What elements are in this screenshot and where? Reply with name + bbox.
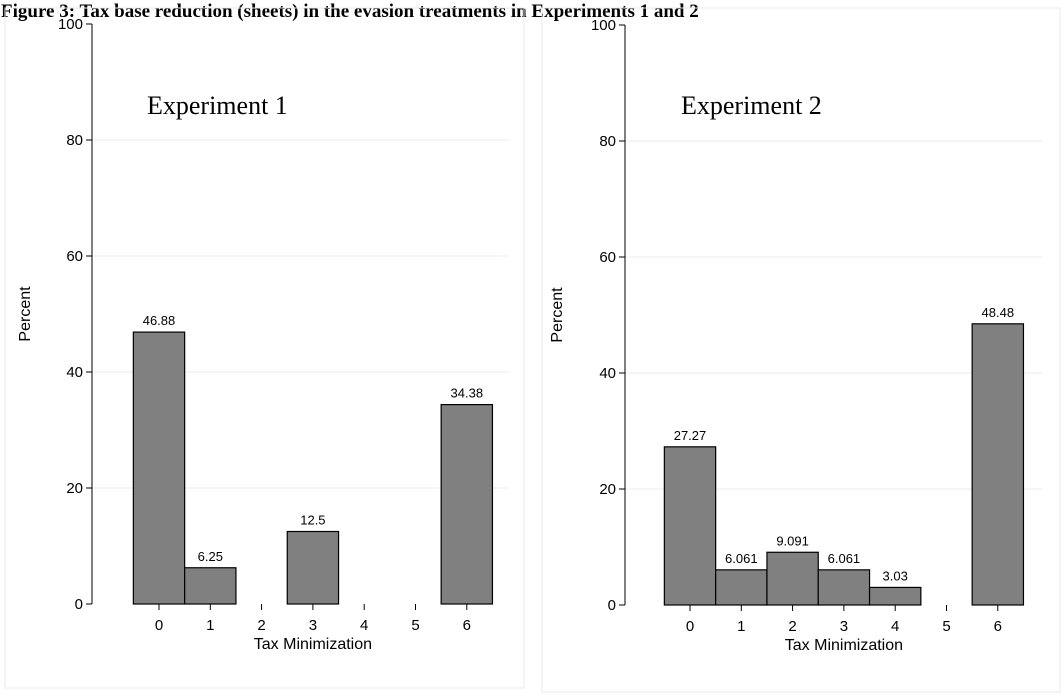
bar-x2 [766,551,819,606]
bar-label-x2: 9.091 [776,533,809,548]
x-tick-label-3: 3 [309,617,317,634]
bar-x3 [817,569,871,606]
y-tick-label-0: 0 [608,597,616,614]
bar-label-x6: 48.48 [982,305,1015,320]
bar-x0 [132,331,186,605]
bar-x4 [868,586,922,606]
x-tick-label-6: 6 [994,618,1002,635]
bar-x6 [440,403,494,605]
y-tick-label-0: 0 [75,596,83,613]
x-tick-label-2: 2 [257,617,265,634]
x-tick-label-4: 4 [360,617,368,634]
x-tick-label-4: 4 [891,618,899,635]
y-tick-label-80: 80 [599,133,616,150]
y-tick-label-80: 80 [66,132,83,149]
chart-panel-experiment-2: 27.276.0619.0916.0613.0348.4802040608010… [541,7,1061,693]
bar-x0 [663,446,717,606]
bar-label-x0: 46.88 [143,313,176,328]
chart-panel-experiment-1: 46.88 6.25 12.5 34.38 0 20 40 60 80 100 0 1 2 3 4 5 6 Tax… [4,7,525,689]
x-axis-title: Tax Minimization [785,637,903,654]
y-tick-label-100: 100 [58,16,83,33]
y-axis-title: Percent [17,286,34,342]
x-tick-label-6: 6 [463,617,471,634]
y-tick-label-60: 60 [66,248,83,265]
x-tick-label-3: 3 [840,618,848,635]
x-tick-label-1: 1 [206,617,214,634]
y-tick-label-20: 20 [66,480,83,497]
bar-label-x1: 6.061 [725,551,758,566]
experiment-label: Experiment 2 [681,91,822,120]
y-tick-label-40: 40 [66,364,83,381]
y-tick-label-60: 60 [599,249,616,266]
x-tick-label-1: 1 [737,618,745,635]
bar-label-x0: 27.27 [674,428,707,443]
bar-x3 [286,530,340,605]
x-tick-label-5: 5 [411,617,419,634]
bar-x1 [184,567,237,605]
x-tick-label-0: 0 [155,617,163,634]
y-tick-label-40: 40 [599,365,616,382]
bar-label-x3: 12.5 [300,513,325,528]
y-tick-label-100: 100 [591,17,616,34]
bar-label-x4: 3.03 [883,568,908,583]
bar-x6 [971,323,1025,606]
panel-frame [4,7,525,689]
panel-frame [541,7,1061,693]
y-tick-label-20: 20 [599,481,616,498]
x-tick-label-2: 2 [788,618,796,635]
bar-x1 [715,569,768,606]
bar-label-x1: 6.25 [198,549,223,564]
bar-label-x3: 6.061 [828,551,861,566]
x-tick-label-0: 0 [686,618,694,635]
x-axis-title: Tax Minimization [254,636,372,653]
bar-label-x6: 34.38 [451,386,484,401]
x-tick-label-5: 5 [942,618,950,635]
experiment-label: Experiment 1 [147,91,288,120]
y-axis-title: Percent [549,287,566,343]
